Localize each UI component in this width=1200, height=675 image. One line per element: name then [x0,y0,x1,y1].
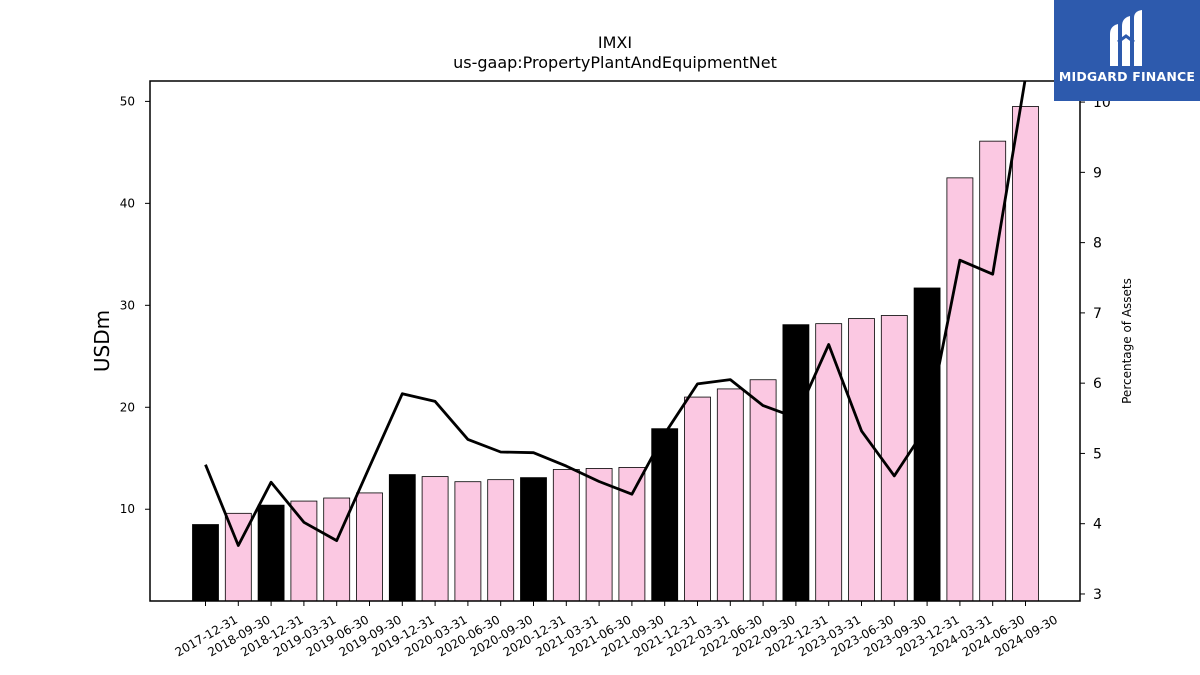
logo-text: MIDGARD FINANCE [1058,69,1196,84]
chart-subtitle: us-gaap:PropertyPlantAndEquipmentNet [453,53,777,72]
y2-tick-label: 8 [1093,236,1102,252]
bar [651,428,679,602]
bar [979,140,1007,602]
bar [1012,106,1039,602]
y2-tick-label: 4 [1093,517,1102,533]
bar [749,379,777,602]
y2-tick-label: 9 [1093,165,1102,181]
bar [946,177,974,602]
bar [880,315,908,602]
bar [192,524,219,602]
y2-tick-label: 7 [1093,306,1102,322]
y-tick-label: 40 [120,196,135,210]
midgard-m-logo-icon [1110,10,1142,66]
y-axis-ticks: 10 20 30 40 50 [120,94,150,516]
chart-title: IMXI [598,33,632,52]
midgard-finance-logo: MIDGARD FINANCE [1054,0,1200,101]
y2-tick-label: 5 [1093,446,1102,462]
y2-axis-label: Percentage of Assets [1120,278,1134,404]
y-tick-label: 50 [120,94,135,108]
percentage-line-series [204,81,1027,547]
bar [618,467,646,602]
bar [913,287,941,602]
y2-tick-label: 6 [1093,376,1102,392]
bar [290,500,318,602]
bar [257,504,285,602]
bar [421,476,449,602]
bar [552,469,580,602]
x-axis-ticks: 2017-12-312018-09-302018-12-312019-03-31… [173,601,1060,659]
y-tick-label: 10 [120,502,135,516]
bar [356,492,383,602]
y-axis-label: USDm [90,310,114,372]
bar [848,318,875,602]
bar-series [192,106,1039,602]
bar [782,324,810,602]
percentage-line [204,81,1027,547]
bar [684,396,711,602]
bar [487,479,515,602]
bar [520,477,547,602]
bar [388,474,416,602]
plot-frame [149,80,1081,602]
bar [585,468,613,602]
y-tick-label: 30 [120,298,135,312]
bar [454,481,482,602]
bar [323,497,351,602]
y-tick-label: 20 [120,400,135,414]
y2-tick-label: 3 [1093,587,1102,603]
bar [716,388,744,602]
